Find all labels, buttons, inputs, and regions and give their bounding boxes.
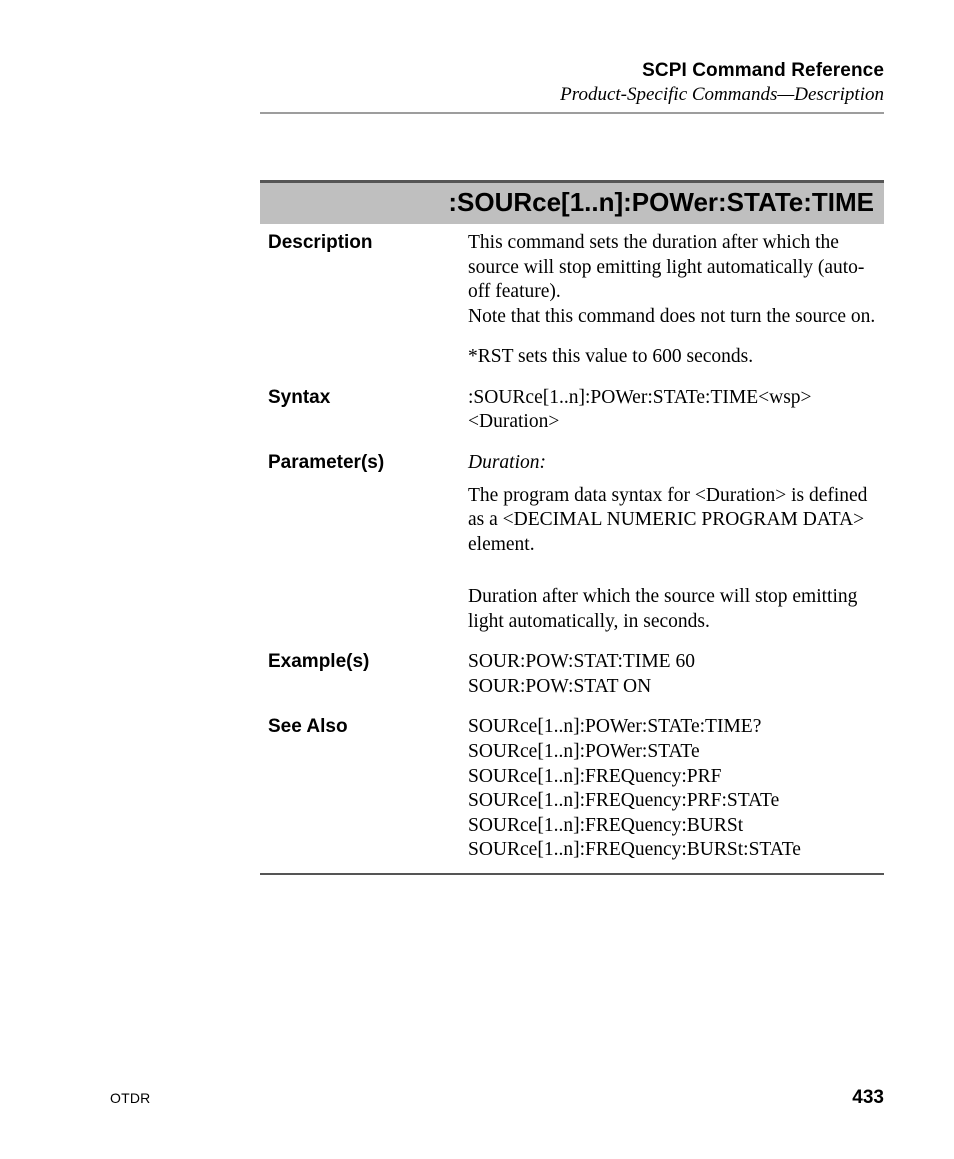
row-see-also: See Also SOURce[1..n]:POWer:STATe:TIME? … xyxy=(260,709,884,872)
command-title-bar: :SOURce[1..n]:POWer:STATe:TIME xyxy=(260,183,884,224)
see-also-l4: SOURce[1..n]:FREQuency:PRF:STATe xyxy=(468,789,876,814)
see-also-l1: SOURce[1..n]:POWer:STATe:TIME? xyxy=(468,715,876,740)
param-p2: Duration after which the source will sto… xyxy=(468,585,876,634)
footer-page-number: 433 xyxy=(852,1087,884,1109)
description-p3: *RST sets this value to 600 seconds. xyxy=(468,345,876,370)
section-title: Product-Specific Commands—Description xyxy=(110,84,884,106)
see-also-l3: SOURce[1..n]:FREQuency:PRF xyxy=(468,765,876,790)
see-also-l2: SOURce[1..n]:POWer:STATe xyxy=(468,740,876,765)
gap xyxy=(468,476,876,484)
gap xyxy=(468,557,876,585)
label-description: Description xyxy=(268,231,468,254)
row-syntax: Syntax :SOURce[1..n]:POWer:STATe:TIME<ws… xyxy=(260,380,884,445)
description-p1: This command sets the duration after whi… xyxy=(468,231,876,305)
syntax-text: :SOURce[1..n]:POWer:STATe:TIME<wsp><Dura… xyxy=(468,386,876,435)
value-see-also: SOURce[1..n]:POWer:STATe:TIME? SOURce[1.… xyxy=(468,715,876,862)
gap xyxy=(468,329,876,345)
see-also-l5: SOURce[1..n]:FREQuency:BURSt xyxy=(468,814,876,839)
example-l2: SOUR:POW:STAT ON xyxy=(468,675,876,700)
value-parameters: Duration: The program data syntax for <D… xyxy=(468,451,876,634)
description-p2: Note that this command does not turn the… xyxy=(468,305,876,330)
footer-product: OTDR xyxy=(110,1090,150,1106)
command-table: :SOURce[1..n]:POWer:STATe:TIME Descripti… xyxy=(260,180,884,875)
row-parameters: Parameter(s) Duration: The program data … xyxy=(260,445,884,644)
row-description: Description This command sets the durati… xyxy=(260,224,884,380)
label-parameters: Parameter(s) xyxy=(268,451,468,474)
command-rows: Description This command sets the durati… xyxy=(260,224,884,873)
param-p1: The program data syntax for <Duration> i… xyxy=(468,484,876,558)
page-footer: OTDR 433 xyxy=(110,1087,884,1109)
row-examples: Example(s) SOUR:POW:STAT:TIME 60 SOUR:PO… xyxy=(260,644,884,709)
label-see-also: See Also xyxy=(268,715,468,738)
chapter-title: SCPI Command Reference xyxy=(110,60,884,82)
value-syntax: :SOURce[1..n]:POWer:STATe:TIME<wsp><Dura… xyxy=(468,386,876,435)
value-description: This command sets the duration after whi… xyxy=(468,231,876,370)
running-head: SCPI Command Reference Product-Specific … xyxy=(110,60,884,106)
command-title: :SOURce[1..n]:POWer:STATe:TIME xyxy=(448,187,874,217)
page: SCPI Command Reference Product-Specific … xyxy=(0,0,954,1159)
value-examples: SOUR:POW:STAT:TIME 60 SOUR:POW:STAT ON xyxy=(468,650,876,699)
label-syntax: Syntax xyxy=(268,386,468,409)
see-also-l6: SOURce[1..n]:FREQuency:BURSt:STATe xyxy=(468,838,876,863)
param-name: Duration: xyxy=(468,451,876,476)
example-l1: SOUR:POW:STAT:TIME 60 xyxy=(468,650,876,675)
label-examples: Example(s) xyxy=(268,650,468,673)
header-rule xyxy=(260,112,884,114)
